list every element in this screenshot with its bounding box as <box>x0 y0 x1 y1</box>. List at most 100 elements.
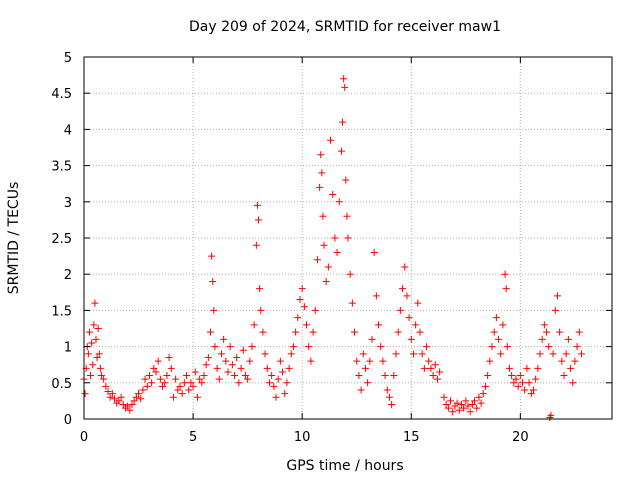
data-point <box>558 357 566 365</box>
data-point <box>85 328 93 336</box>
data-point <box>429 372 437 380</box>
data-point <box>519 379 527 387</box>
data-point <box>335 198 343 206</box>
data-point <box>200 372 208 380</box>
data-point <box>523 364 531 372</box>
data-point <box>132 393 140 401</box>
data-point <box>497 350 505 358</box>
data-point <box>545 343 553 351</box>
data-point <box>396 306 404 314</box>
data-point <box>372 292 380 300</box>
y-tick-label: 3.5 <box>51 160 72 175</box>
data-point <box>331 234 339 242</box>
data-point <box>449 408 457 416</box>
data-point <box>263 364 271 372</box>
data-point <box>204 353 212 361</box>
data-point <box>527 390 535 398</box>
data-point <box>187 379 195 387</box>
data-point <box>91 299 99 307</box>
data-point <box>490 328 498 336</box>
data-point <box>198 379 206 387</box>
data-point <box>577 350 585 358</box>
data-point <box>319 212 327 220</box>
data-point <box>418 350 426 358</box>
data-point <box>287 350 295 358</box>
data-point <box>495 335 503 343</box>
data-point <box>436 368 444 376</box>
data-point <box>217 350 225 358</box>
data-point <box>538 335 546 343</box>
data-point <box>499 321 507 329</box>
data-point <box>96 364 104 372</box>
x-axis-label: GPS time / hours <box>286 458 403 474</box>
data-point <box>431 361 439 369</box>
data-point <box>525 379 533 387</box>
data-point <box>344 234 352 242</box>
data-point <box>340 75 348 83</box>
data-point <box>316 183 324 191</box>
data-point <box>130 397 138 405</box>
data-point <box>154 357 162 365</box>
data-point <box>329 191 337 199</box>
data-point <box>296 296 304 304</box>
data-point <box>442 401 450 409</box>
data-point <box>457 401 465 409</box>
data-point <box>416 328 424 336</box>
data-point <box>359 350 367 358</box>
data-point <box>425 357 433 365</box>
data-point <box>407 335 415 343</box>
data-point <box>159 382 167 390</box>
data-point <box>455 406 463 414</box>
data-point <box>115 397 123 405</box>
data-point <box>501 270 509 278</box>
data-point <box>81 390 89 398</box>
x-tick-label: 15 <box>403 430 420 445</box>
data-point <box>370 248 378 256</box>
data-point <box>324 263 332 271</box>
data-point <box>265 379 273 387</box>
data-point <box>547 411 555 419</box>
data-point <box>532 375 540 383</box>
data-point <box>209 277 217 285</box>
data-point <box>492 314 500 322</box>
data-point <box>189 382 197 390</box>
data-point <box>95 350 103 358</box>
data-point <box>226 343 234 351</box>
data-point <box>94 325 102 332</box>
data-point <box>222 357 230 365</box>
y-tick-label: 0.5 <box>51 377 72 392</box>
data-point <box>569 379 577 387</box>
data-point <box>337 147 345 155</box>
y-axis-label: SRMTID / TECUs <box>6 182 22 295</box>
x-tick-label: 0 <box>80 430 88 445</box>
data-point <box>102 382 110 390</box>
data-point <box>486 357 494 365</box>
data-point <box>447 397 455 405</box>
data-points <box>80 75 585 422</box>
data-point <box>453 399 461 407</box>
data-point <box>126 406 134 414</box>
data-point <box>90 321 98 329</box>
data-point <box>471 397 479 405</box>
data-point <box>270 382 278 390</box>
data-point <box>311 306 319 314</box>
data-point <box>529 386 537 394</box>
data-point <box>549 350 557 358</box>
data-point <box>341 83 349 91</box>
data-point <box>553 292 561 300</box>
data-point <box>250 321 258 329</box>
data-point <box>307 357 315 365</box>
data-point <box>167 364 175 372</box>
data-point <box>111 395 119 403</box>
data-point <box>88 339 96 347</box>
data-point <box>256 285 264 293</box>
data-point <box>473 404 481 412</box>
data-point <box>313 256 321 264</box>
data-point <box>477 399 485 407</box>
data-point <box>405 314 413 322</box>
data-point <box>276 357 284 365</box>
data-point <box>353 357 361 365</box>
y-tick-label: 5 <box>64 51 72 66</box>
x-tick-label: 5 <box>189 430 197 445</box>
